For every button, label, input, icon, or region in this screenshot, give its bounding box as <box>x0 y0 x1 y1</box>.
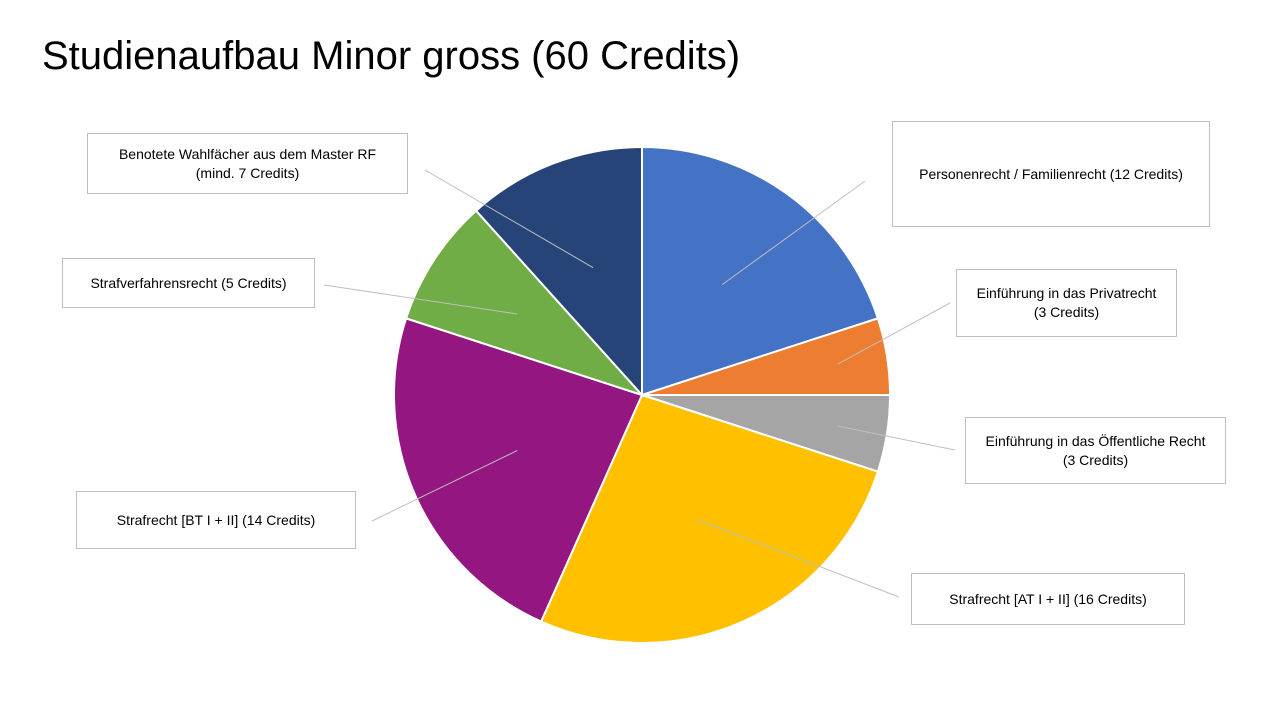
slice-label-line: Einführung in das Privatrecht <box>976 285 1157 301</box>
slice-label-line: Personenrecht / Familienrecht (12 Credit… <box>919 165 1183 182</box>
slice-label-line: (3 Credits) <box>1062 451 1129 468</box>
slice-label-line: Strafverfahrensrecht (5 Credits) <box>90 274 287 291</box>
slice-label: Strafrecht [BT I + II] (14 Credits) <box>76 491 356 549</box>
pie-slice <box>393 317 644 623</box>
slice-label-line: Einführung in das Öffentliche Recht <box>985 432 1206 449</box>
slice-label-line: (3 Credits) <box>1033 304 1100 320</box>
slice-label: Strafverfahrensrecht (5 Credits) <box>62 258 315 308</box>
leader-line <box>323 284 518 315</box>
slice-label: Einführung in das Öffentliche Recht (3 Cr… <box>965 417 1226 484</box>
leader-line <box>371 450 518 522</box>
slice-label-line: Strafrecht [BT I + II] (14 Credits) <box>116 511 316 528</box>
leader-line <box>424 169 594 269</box>
pie-slice <box>539 393 880 644</box>
slice-label-line: Strafrecht [AT I + II] (16 Credits) <box>949 590 1147 607</box>
slice-label: Benotete Wahlfächer aus dem Master RF (mi… <box>87 133 408 194</box>
pie-slice <box>404 209 646 398</box>
slice-label-line: Benotete Wahlfächer aus dem Master RF <box>118 145 377 162</box>
leader-line <box>837 302 951 365</box>
chart-title: Studienaufbau Minor gross (60 Credits) <box>42 34 741 78</box>
slice-label: Einführung in das Privatrecht (3 Credits) <box>956 269 1177 337</box>
pie-slice <box>474 145 643 398</box>
slice-label-line: (mind. 7 Credits) <box>195 164 300 181</box>
leader-line <box>697 519 900 598</box>
pie-slice <box>641 145 880 397</box>
slice-label: Personenrecht / Familienrecht (12 Credit… <box>892 121 1210 227</box>
leader-line <box>721 180 866 286</box>
leader-line <box>837 425 956 451</box>
slice-label: Strafrecht [AT I + II] (16 Credits) <box>911 573 1185 625</box>
